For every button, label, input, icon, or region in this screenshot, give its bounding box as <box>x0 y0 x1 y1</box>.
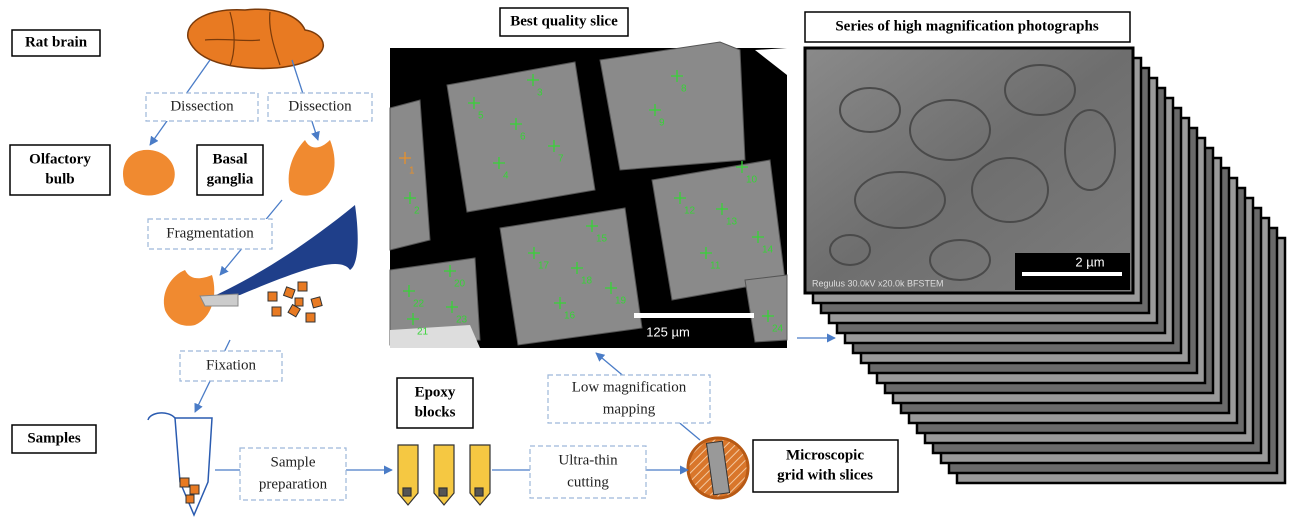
fragments <box>268 282 322 322</box>
photo-scale-bg <box>1015 253 1130 290</box>
marker-label: 12 <box>684 206 696 217</box>
basal-ganglia-icon <box>289 140 335 196</box>
node-label: Samples <box>27 430 81 446</box>
blade-icon <box>200 294 238 306</box>
marker-label: 3 <box>537 88 543 99</box>
marker-label: 20 <box>454 279 466 290</box>
node-label: Basal <box>212 151 247 167</box>
marker-label: 11 <box>710 261 721 272</box>
step-label: Low magnification <box>572 379 687 395</box>
marker-label: 4 <box>503 171 509 182</box>
marker-label: 10 <box>746 175 758 186</box>
marker-label: 1 <box>409 166 415 177</box>
step-label: Fragmentation <box>166 225 254 241</box>
marker-label: 2 <box>414 206 420 217</box>
node-label: Series of high magnification photographs <box>835 18 1099 34</box>
photo-caption: Regulus 30.0kV x20.0k BFSTEM <box>812 278 944 288</box>
marker-label: 13 <box>726 217 738 228</box>
marker-label: 8 <box>681 84 687 95</box>
olfactory-bulb-icon <box>123 150 175 196</box>
photo-scale-label: 2 µm <box>1075 254 1104 269</box>
marker-label: 14 <box>762 245 774 256</box>
node-label: Rat brain <box>25 34 88 50</box>
marker-label: 21 <box>417 327 429 338</box>
marker-label: 5 <box>478 111 484 122</box>
step-label: Dissection <box>170 98 234 114</box>
step-label: Sample <box>271 454 316 470</box>
photo-scale-bar <box>1022 272 1122 276</box>
step-label: Fixation <box>206 357 257 373</box>
microscopic-grid-icon <box>688 438 748 498</box>
marker-label: 19 <box>615 296 627 307</box>
node-label: Best quality slice <box>510 13 618 29</box>
step-label: mapping <box>603 401 656 417</box>
rat-brain-icon <box>188 9 324 68</box>
marker-label: 17 <box>538 261 550 272</box>
tube-icon <box>148 413 212 515</box>
marker-label: 23 <box>456 315 468 326</box>
marker-label: 18 <box>581 276 593 287</box>
marker-label: 9 <box>659 118 665 129</box>
marker-label: 7 <box>558 154 564 165</box>
node-label: ganglia <box>207 171 254 187</box>
marker-label: 22 <box>413 299 425 310</box>
node-label: blocks <box>415 404 456 420</box>
marker-label: 15 <box>596 234 608 245</box>
step-label: Ultra-thin <box>558 452 618 468</box>
step-label: Dissection <box>288 98 352 114</box>
step-label: preparation <box>259 476 328 492</box>
node-label: Olfactory <box>29 151 91 167</box>
node-label: Epoxy <box>415 384 456 400</box>
marker-label: 6 <box>520 132 526 143</box>
slice-scale-label: 125 µm <box>646 324 690 339</box>
slice-image: 125 µm <box>390 42 787 348</box>
node-label: Microscopic <box>786 447 864 463</box>
step-label: cutting <box>567 474 609 490</box>
diagram: 125 µm 123456789101112131415161718192021… <box>0 0 1298 522</box>
epoxy-blocks-icon <box>398 445 490 505</box>
node-label: bulb <box>45 171 74 187</box>
marker-label: 16 <box>564 311 576 322</box>
node-label: grid with slices <box>777 467 873 483</box>
marker-label: 24 <box>772 324 784 335</box>
